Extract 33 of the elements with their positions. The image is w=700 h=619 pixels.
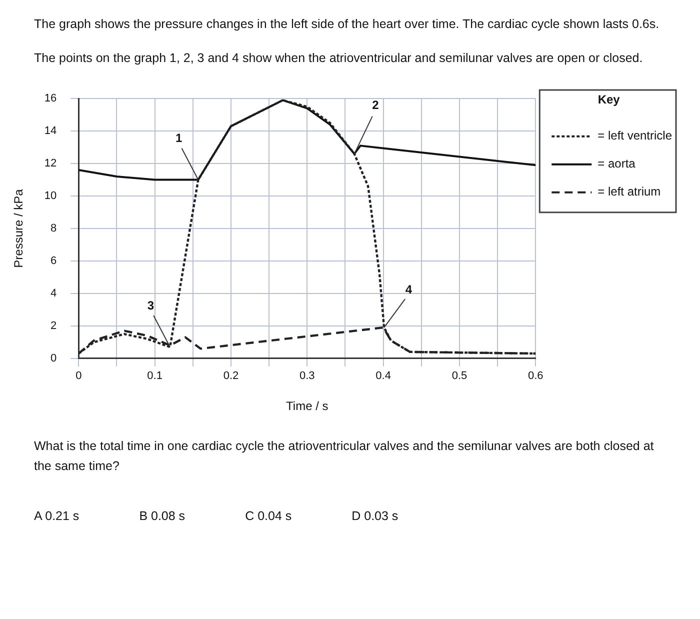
x-tick-label: 0.4	[376, 370, 391, 382]
annotation: 3	[147, 298, 154, 312]
text: D 0.03 s	[352, 508, 398, 525]
x-tick-label: 0.1	[147, 370, 162, 382]
y-tick-label: 14	[44, 125, 57, 138]
annotation: 4	[405, 282, 412, 296]
y-tick-label: 4	[50, 287, 57, 300]
x-tick-label: 0.5	[452, 370, 468, 382]
x-tick-label: 0.3	[299, 370, 315, 382]
text: C 0.04 s	[245, 508, 292, 525]
y-tick-label: 0	[50, 352, 57, 364]
legend-label: = left atrium	[598, 184, 661, 199]
text: B 0.08 s	[139, 508, 186, 525]
legend-label: = left ventricle	[598, 128, 672, 143]
chart-title: The graph shows the pressure changes in the left side of the heart over time. The cardiac cycle shown lasts 0.6s.	[34, 16, 660, 33]
y-tick-label: 10	[44, 190, 57, 202]
y-tick-label: 6	[50, 255, 57, 268]
x-axis-title: Time / s	[286, 399, 328, 414]
annotation: 2	[372, 98, 380, 112]
x-tick-label: 0	[76, 370, 82, 382]
legend-title: Key	[598, 92, 620, 106]
y-axis-title: Pressure / kPa	[12, 188, 26, 268]
x-tick-label: 0.2	[223, 370, 239, 382]
y-tick-label: 12	[44, 158, 57, 170]
y-tick-label: 2	[50, 320, 57, 332]
chart-subtitle: The points on the graph 1, 2, 3 and 4 show when the atrioventricular and semilunar valves are open or closed.	[34, 50, 644, 67]
x-tick-label: 0.6	[528, 370, 544, 382]
text: A 0.21 s	[34, 508, 80, 525]
y-tick-label: 16	[44, 92, 57, 105]
legend-label: = aorta	[598, 156, 636, 171]
annotation: 1	[176, 131, 183, 146]
text: What is the total time in one cardiac cycle the atrioventricular valves and the semilunar valves are both closed at the same time?	[34, 438, 655, 475]
y-tick-label: 8	[50, 222, 57, 235]
